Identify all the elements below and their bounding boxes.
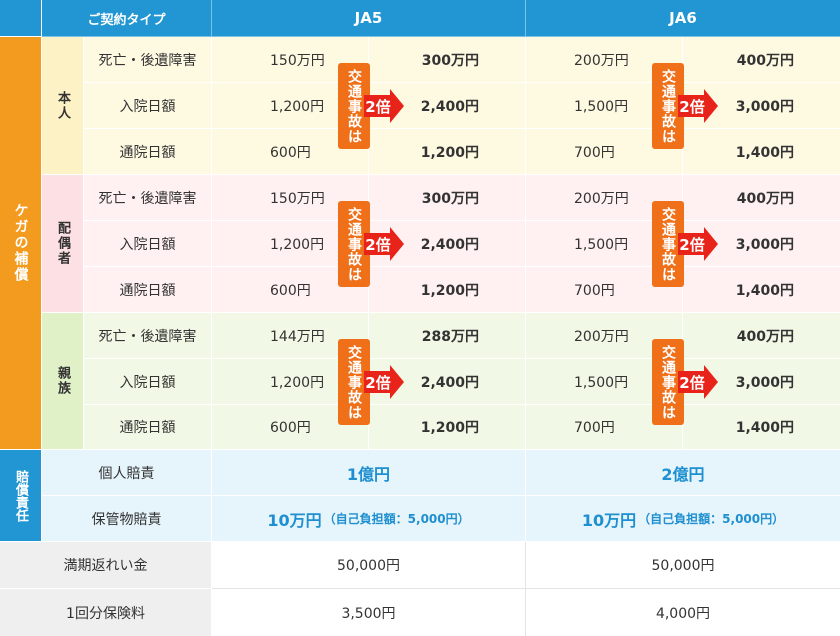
- ja6-double-value: 400万円: [683, 37, 840, 83]
- ja5-double-value: 300万円: [369, 175, 526, 221]
- ja6-personal-liability-amount: 2億円: [661, 464, 705, 484]
- ja5-premium-value: 3,500円: [212, 589, 526, 636]
- traffic-accident-badge: 交通事故は: [652, 339, 684, 425]
- double-arrow-icon: 2倍: [678, 365, 718, 399]
- group-relatives-name: 親族: [55, 366, 70, 396]
- header-corner: [0, 0, 42, 37]
- group-label-relatives: 親族: [42, 313, 84, 450]
- badge-text: 交通事故は: [346, 206, 362, 282]
- badge-text: 交通事故は: [660, 68, 676, 144]
- liability-section-label: 賠償責任: [0, 450, 42, 542]
- row-label: 通院日額: [84, 267, 212, 313]
- ja6-double-value: 400万円: [683, 175, 840, 221]
- ja6-premium-value: 4,000円: [526, 589, 840, 636]
- multiplier-text: 2倍: [365, 236, 390, 254]
- ja5-personal-liability: 1億円: [212, 450, 526, 496]
- multiplier-text: 2倍: [679, 98, 704, 116]
- multiplier-text: 2倍: [679, 236, 704, 254]
- double-arrow-icon: 2倍: [364, 89, 404, 123]
- row-label: 入院日額: [84, 83, 212, 129]
- ja5-maturity-value: 50,000円: [212, 542, 526, 589]
- double-arrow-icon: 2倍: [364, 365, 404, 399]
- ja6-double-value: 400万円: [683, 313, 840, 359]
- double-arrow-icon: 2倍: [678, 227, 718, 261]
- double-arrow-icon: 2倍: [364, 227, 404, 261]
- multiplier-text: 2倍: [365, 98, 390, 116]
- injury-title: ケガの補償: [12, 203, 29, 283]
- ja5-base-value: 150万円: [212, 37, 369, 83]
- header-ja5: JA5: [212, 0, 526, 37]
- ja5-double-value: 1,200円: [369, 405, 526, 450]
- header-contract-type: ご契約タイプ: [42, 0, 212, 37]
- row-label: 死亡・後遺障害: [84, 175, 212, 221]
- ja5-custody-liability: 10万円 （自己負担額：5,000円）: [212, 496, 526, 542]
- ja5-custody-liability-amount: 10万円: [267, 510, 322, 530]
- row-label: 保管物賠責: [42, 496, 212, 542]
- badge-text: 交通事故は: [346, 344, 362, 420]
- group-spouse-name: 配偶者: [55, 221, 70, 266]
- row-label: 死亡・後遺障害: [84, 313, 212, 359]
- maturity-label: 満期返れい金: [0, 542, 212, 589]
- ja6-custody-liability: 10万円 （自己負担額：5,000円）: [526, 496, 840, 542]
- premium-label: 1回分保険料: [0, 589, 212, 636]
- liability-title: 賠償責任: [13, 469, 28, 522]
- ja5-deductible-note: （自己負担額：5,000円）: [323, 512, 470, 526]
- ja6-double-value: 1,400円: [683, 129, 840, 175]
- injury-section-label: ケガの補償: [0, 37, 42, 450]
- badge-text: 交通事故は: [660, 344, 676, 420]
- row-label: 個人賠責: [42, 450, 212, 496]
- ja6-double-value: 1,400円: [683, 267, 840, 313]
- badge-text: 交通事故は: [346, 68, 362, 144]
- group-label-self: 本人: [42, 37, 84, 175]
- row-label: 死亡・後遺障害: [84, 37, 212, 83]
- double-arrow-icon: 2倍: [678, 89, 718, 123]
- group-label-spouse: 配偶者: [42, 175, 84, 313]
- traffic-accident-badge: 交通事故は: [338, 339, 370, 425]
- ja6-custody-liability-amount: 10万円: [581, 510, 637, 530]
- multiplier-text: 2倍: [679, 374, 704, 392]
- ja5-double-value: 288万円: [369, 313, 526, 359]
- ja5-personal-liability-amount: 1億円: [346, 464, 391, 484]
- ja6-personal-liability: 2億円: [526, 450, 840, 496]
- ja6-deductible-note: （自己負担額：5,000円）: [638, 512, 785, 526]
- row-label: 入院日額: [84, 221, 212, 267]
- traffic-accident-badge: 交通事故は: [652, 63, 684, 149]
- ja5-double-value: 1,200円: [369, 129, 526, 175]
- multiplier-text: 2倍: [365, 374, 390, 392]
- badge-text: 交通事故は: [660, 206, 676, 282]
- ja6-maturity-value: 50,000円: [526, 542, 840, 589]
- row-label: 入院日額: [84, 359, 212, 405]
- ja5-double-value: 300万円: [369, 37, 526, 83]
- ja5-double-value: 1,200円: [369, 267, 526, 313]
- row-label: 通院日額: [84, 129, 212, 175]
- row-label: 通院日額: [84, 405, 212, 450]
- group-self-name: 本人: [55, 90, 70, 121]
- ja6-double-value: 1,400円: [683, 405, 840, 450]
- header-ja6: JA6: [526, 0, 840, 37]
